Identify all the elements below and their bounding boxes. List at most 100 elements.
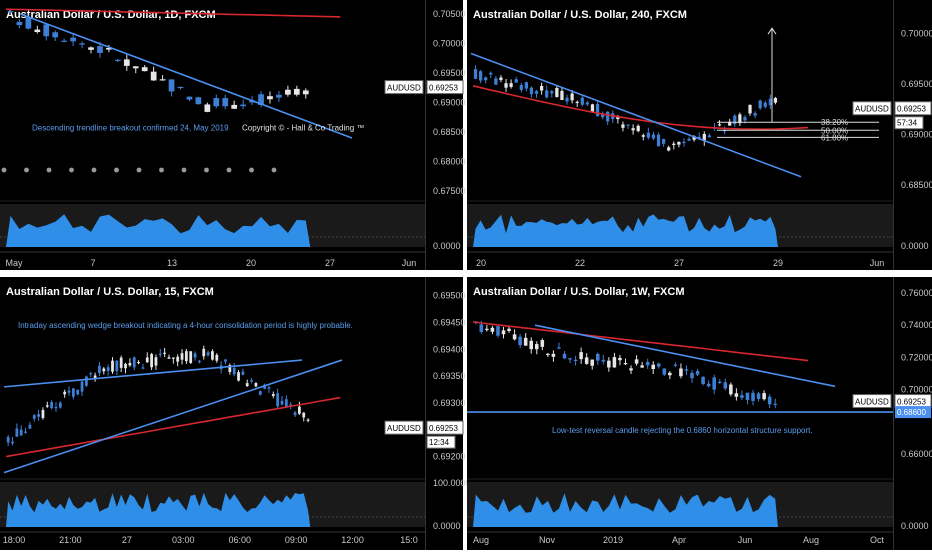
candle-body bbox=[568, 358, 572, 360]
candle-body bbox=[729, 384, 733, 395]
countdown-badge bbox=[894, 116, 924, 130]
volume-histogram bbox=[6, 492, 311, 527]
candle-body bbox=[496, 326, 500, 336]
candle-body bbox=[241, 371, 245, 375]
candle-body bbox=[52, 32, 59, 38]
chart-title: Australian Dollar / U.S. Dollar, 1W, FXC… bbox=[473, 286, 685, 298]
price-tick-label: 0.0000 bbox=[901, 521, 929, 531]
candle-body bbox=[158, 353, 162, 355]
candle-body bbox=[19, 429, 23, 436]
candle-body bbox=[124, 363, 127, 369]
candle-body bbox=[34, 29, 41, 33]
candle-body bbox=[171, 357, 175, 359]
event-marker bbox=[271, 167, 277, 173]
time-tick-label: 12:00 bbox=[341, 535, 364, 545]
candle-body bbox=[595, 353, 600, 361]
candle-body bbox=[734, 393, 739, 397]
candle-body bbox=[128, 362, 132, 366]
price-tick-label: 0.69300 bbox=[433, 398, 466, 408]
candle-body bbox=[71, 388, 75, 397]
symbol-label: AUDUSD bbox=[387, 84, 421, 93]
fib-level-label: 38.20% bbox=[821, 118, 848, 127]
candle-body bbox=[773, 97, 778, 103]
time-tick-label: 21:00 bbox=[59, 535, 82, 545]
moving-average-line bbox=[472, 321, 809, 362]
candle-body bbox=[692, 136, 696, 140]
candle-body bbox=[740, 395, 744, 398]
price-tick-label: 0.72000 bbox=[901, 352, 932, 362]
candle-body bbox=[645, 361, 650, 366]
candle-body bbox=[80, 381, 84, 392]
time-tick-label: 2019 bbox=[603, 535, 623, 545]
candle-body bbox=[285, 89, 291, 95]
candle-body bbox=[600, 114, 605, 118]
time-tick-label: 03:00 bbox=[172, 535, 195, 545]
candle-body bbox=[302, 412, 306, 418]
candle-body bbox=[150, 354, 153, 368]
price-tick-label: 0.68000 bbox=[433, 157, 466, 167]
candle-body bbox=[631, 128, 635, 131]
price-tick-label: 0.76000 bbox=[901, 288, 932, 298]
candle-body bbox=[636, 125, 640, 132]
price-tick-label: 0.69450 bbox=[433, 318, 466, 328]
price-tick-label: 0.69500 bbox=[901, 79, 932, 89]
candle-body bbox=[672, 143, 676, 145]
time-tick-label: 18:00 bbox=[3, 535, 26, 545]
chart-panel-2: Australian Dollar / U.S. Dollar, 240, FX… bbox=[467, 0, 932, 270]
time-tick-label: Jun bbox=[738, 535, 753, 545]
candle-body bbox=[579, 352, 583, 360]
candle-body bbox=[89, 373, 93, 375]
price-tick-label: 0.0000 bbox=[433, 241, 461, 251]
candle-body bbox=[489, 72, 493, 75]
candle-body bbox=[612, 357, 617, 368]
chart-annotation: Descending trendline breakout confirmed … bbox=[32, 123, 229, 132]
candle-body bbox=[50, 402, 54, 409]
candle-body bbox=[79, 43, 85, 45]
volume-histogram bbox=[473, 214, 778, 247]
candle-body bbox=[297, 406, 301, 414]
candle-body bbox=[616, 116, 620, 120]
candle-body bbox=[176, 356, 180, 362]
candle-body bbox=[499, 77, 503, 81]
candle-body bbox=[546, 353, 550, 356]
price-tick-label: 0.70000 bbox=[433, 38, 466, 48]
candle-body bbox=[141, 67, 148, 72]
candle-body bbox=[123, 59, 130, 66]
candle-body bbox=[501, 330, 506, 335]
candle-body bbox=[555, 88, 559, 97]
descending-trendline bbox=[470, 52, 802, 178]
candle-body bbox=[163, 352, 167, 354]
candle-body bbox=[573, 359, 578, 362]
candle-body bbox=[738, 114, 742, 124]
candle-body bbox=[748, 104, 752, 114]
price-tick-label: 0.74000 bbox=[901, 320, 932, 330]
candle-body bbox=[58, 402, 62, 408]
bar-countdown-label: 57:34 bbox=[897, 119, 918, 128]
symbol-badge bbox=[384, 80, 424, 95]
candle-body bbox=[534, 91, 539, 94]
candle-body bbox=[529, 340, 533, 350]
bar-countdown-label: 12:34 bbox=[429, 438, 450, 447]
candle-body bbox=[132, 66, 139, 69]
price-tick-label: 0.68500 bbox=[433, 127, 466, 137]
candle-body bbox=[634, 359, 639, 364]
descending-trendline bbox=[19, 13, 353, 139]
price-badge bbox=[426, 420, 464, 435]
time-tick-label: Aug bbox=[473, 535, 489, 545]
candle-body bbox=[271, 394, 275, 396]
candle-body bbox=[25, 17, 32, 29]
candle-body bbox=[167, 357, 171, 359]
candle-body bbox=[237, 372, 240, 381]
time-tick-label: 29 bbox=[773, 258, 783, 268]
candle-body bbox=[137, 362, 140, 364]
time-tick-label: May bbox=[5, 258, 23, 268]
last-price-label: 0.69253 bbox=[429, 84, 458, 93]
time-tick-label: Jun bbox=[870, 258, 885, 268]
candle-body bbox=[32, 415, 36, 419]
candle-body bbox=[43, 24, 50, 37]
candle-body bbox=[767, 396, 772, 405]
time-tick-label: 27 bbox=[122, 535, 132, 545]
candle-body bbox=[762, 393, 766, 400]
candle-body bbox=[560, 90, 564, 101]
time-tick-label: Aug bbox=[803, 535, 819, 545]
